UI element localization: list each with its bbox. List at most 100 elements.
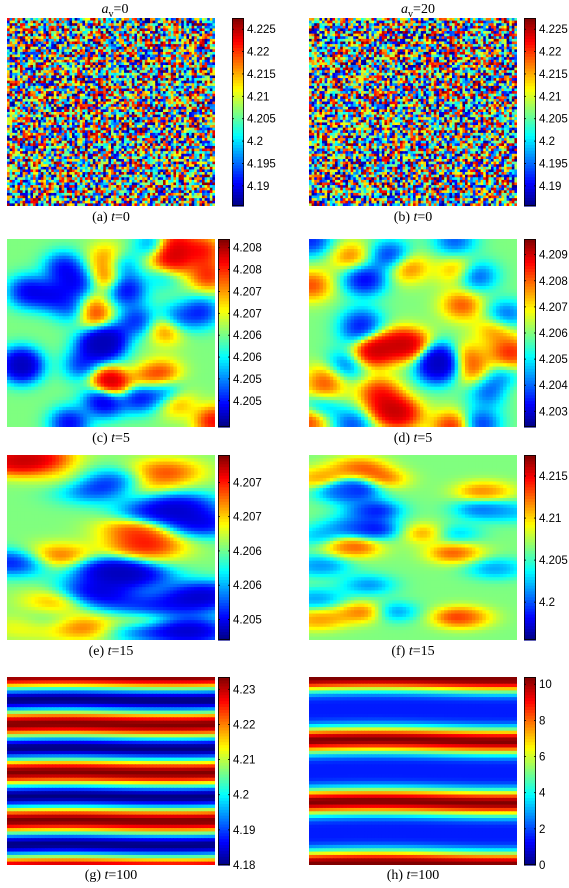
heatmap-cell xyxy=(165,49,169,53)
heatmap-cell xyxy=(33,46,37,50)
heatmap-cell xyxy=(77,130,81,134)
heatmap-cell xyxy=(69,59,73,63)
heatmap-cell xyxy=(131,72,135,77)
heatmap-cell xyxy=(77,104,81,108)
heatmap-cell xyxy=(116,172,120,176)
heatmap-cell xyxy=(17,38,21,43)
heatmap-cell xyxy=(40,65,44,69)
heatmap-cell xyxy=(173,31,177,35)
heatmap-cell xyxy=(191,88,195,92)
heatmap-cell xyxy=(105,41,109,45)
heatmap-cell xyxy=(38,36,42,40)
heatmap-cell xyxy=(100,169,104,173)
heatmap-cell xyxy=(40,119,44,124)
heatmap-cell xyxy=(87,125,91,129)
heatmap-cell xyxy=(160,166,164,171)
heatmap-cell xyxy=(194,88,198,92)
heatmap-cell xyxy=(121,112,125,116)
heatmap-cell xyxy=(12,70,16,74)
heatmap-cell xyxy=(163,125,167,129)
heatmap-cell xyxy=(66,122,70,126)
heatmap-cell xyxy=(40,67,44,71)
heatmap-cell xyxy=(85,132,89,137)
heatmap-cell xyxy=(165,51,169,56)
heatmap-cell xyxy=(186,85,190,90)
heatmap-cell xyxy=(194,57,198,61)
heatmap-cell xyxy=(178,57,182,61)
heatmap-cell xyxy=(160,104,164,108)
heatmap-cell xyxy=(181,88,185,92)
heatmap-cell xyxy=(183,98,187,103)
heatmap-cell xyxy=(121,172,125,176)
heatmap-cell xyxy=(150,135,154,139)
heatmap-cell xyxy=(212,72,215,77)
heatmap-cell xyxy=(20,114,24,118)
heatmap-cell xyxy=(92,75,96,79)
heatmap-cell xyxy=(43,93,47,97)
heatmap-cell xyxy=(7,18,11,22)
heatmap-cell xyxy=(202,135,206,139)
heatmap-cell xyxy=(87,109,91,113)
heatmap-cell xyxy=(35,156,39,160)
heatmap-cell xyxy=(189,46,193,50)
heatmap-cell xyxy=(194,80,198,84)
heatmap-cell xyxy=(147,78,151,82)
heatmap-cell xyxy=(160,153,164,157)
heatmap-cell xyxy=(116,88,120,92)
heatmap-cell xyxy=(152,57,156,61)
heatmap-cell xyxy=(77,20,81,24)
heatmap-cell xyxy=(199,135,203,139)
heatmap-cell xyxy=(152,96,156,100)
heatmap-cell xyxy=(131,117,135,121)
heatmap-cell xyxy=(79,138,83,142)
heatmap-cell xyxy=(204,33,208,37)
heatmap-cell xyxy=(77,49,81,53)
heatmap-cell xyxy=(165,169,169,173)
heatmap-cell xyxy=(38,23,42,27)
heatmap-cell xyxy=(126,88,130,92)
heatmap-cell xyxy=(48,51,52,56)
heatmap-cell xyxy=(139,57,143,61)
heatmap-cell xyxy=(124,153,128,157)
heatmap-cell xyxy=(69,23,73,27)
heatmap-cell xyxy=(196,140,200,144)
heatmap-cell xyxy=(126,75,130,79)
heatmap-cell xyxy=(163,135,167,139)
heatmap-cell xyxy=(113,41,117,45)
heatmap-cell xyxy=(189,159,193,163)
heatmap-cell xyxy=(27,161,31,165)
heatmap-cell xyxy=(72,145,76,150)
heatmap-cell xyxy=(142,88,146,92)
heatmap-cell xyxy=(170,59,174,63)
heatmap-cell xyxy=(100,151,104,155)
heatmap-cell xyxy=(147,166,151,171)
heatmap-cell xyxy=(186,18,190,22)
heatmap-cell xyxy=(46,25,50,30)
heatmap-cell xyxy=(212,169,215,173)
heatmap-cell xyxy=(30,72,34,77)
heatmap-cell xyxy=(61,51,65,56)
heatmap-cell xyxy=(178,44,182,48)
heatmap-cell xyxy=(191,106,195,110)
heatmap-cell xyxy=(64,93,68,97)
heatmap-cell xyxy=(113,67,117,71)
heatmap-cell xyxy=(116,140,120,144)
heatmap-cell xyxy=(137,67,141,71)
heatmap-cell xyxy=(142,83,146,87)
heatmap-cell xyxy=(144,28,148,32)
heatmap-cell xyxy=(176,75,180,79)
heatmap-cell xyxy=(9,41,13,45)
heatmap-cell xyxy=(173,62,177,66)
heatmap-cell xyxy=(191,38,195,43)
heatmap-cell xyxy=(66,138,70,142)
heatmap-cell xyxy=(186,20,190,24)
heatmap-cell xyxy=(95,145,99,150)
heatmap-cell xyxy=(202,145,206,150)
heatmap-cell xyxy=(77,46,81,50)
heatmap-cell xyxy=(178,31,182,35)
heatmap-cell xyxy=(121,109,125,113)
heatmap-cell xyxy=(74,49,78,53)
heatmap-cell xyxy=(131,135,135,139)
heatmap-cell xyxy=(160,161,164,165)
heatmap-cell xyxy=(27,140,31,144)
